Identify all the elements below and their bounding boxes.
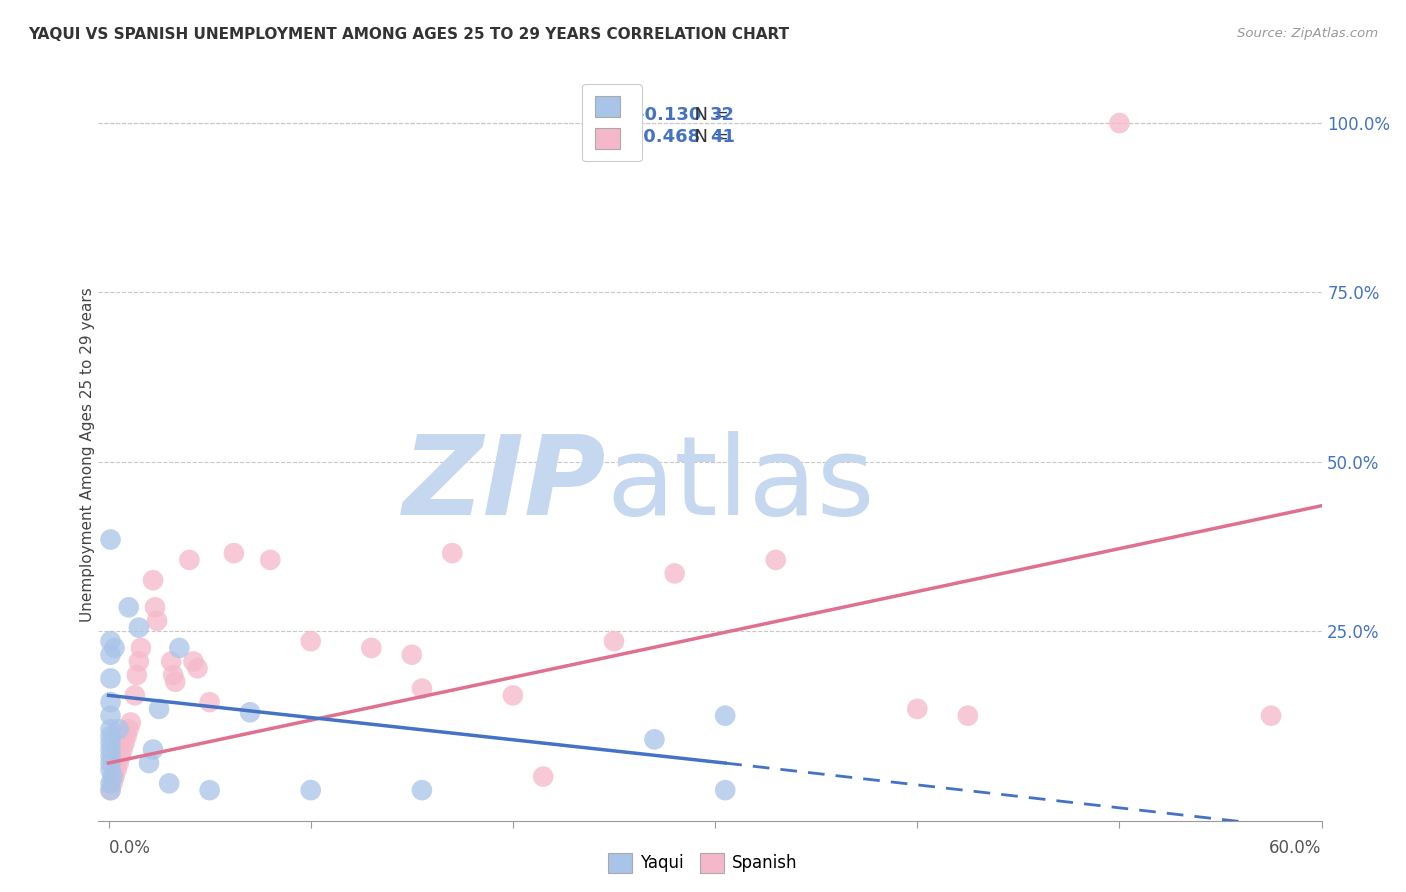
- Text: ZIP: ZIP: [402, 431, 606, 538]
- Point: [198, 695, 221, 709]
- Point: [401, 648, 423, 662]
- Text: 0.468: 0.468: [637, 128, 700, 145]
- Point: [1108, 116, 1130, 130]
- Point: [441, 546, 464, 560]
- Text: N =: N =: [683, 128, 734, 145]
- Point: [101, 776, 124, 790]
- Text: 32: 32: [710, 106, 735, 124]
- Text: R =: R =: [600, 128, 638, 145]
- Point: [643, 732, 665, 747]
- Point: [714, 708, 737, 723]
- Legend: Yaqui, Spanish: Yaqui, Spanish: [602, 847, 804, 880]
- Point: [100, 533, 122, 547]
- Point: [100, 672, 122, 686]
- Point: [100, 729, 122, 743]
- Point: [198, 783, 221, 797]
- Point: [905, 702, 928, 716]
- Point: [222, 546, 245, 560]
- Point: [142, 573, 165, 587]
- Point: [100, 756, 122, 770]
- Point: [110, 749, 132, 764]
- Text: atlas: atlas: [606, 431, 875, 538]
- Point: [142, 742, 165, 756]
- Point: [100, 783, 122, 797]
- Point: [100, 695, 122, 709]
- Point: [157, 776, 180, 790]
- Point: [531, 770, 554, 784]
- Point: [104, 770, 127, 784]
- Text: YAQUI VS SPANISH UNEMPLOYMENT AMONG AGES 25 TO 29 YEARS CORRELATION CHART: YAQUI VS SPANISH UNEMPLOYMENT AMONG AGES…: [28, 27, 789, 42]
- Point: [162, 668, 184, 682]
- Point: [160, 655, 183, 669]
- Point: [128, 655, 150, 669]
- Text: 60.0%: 60.0%: [1270, 838, 1322, 857]
- Point: [120, 715, 142, 730]
- Point: [100, 763, 122, 777]
- Text: R =: R =: [600, 106, 638, 124]
- Point: [186, 661, 208, 675]
- Point: [143, 600, 166, 615]
- Point: [100, 783, 122, 797]
- Point: [714, 783, 737, 797]
- Point: [128, 621, 150, 635]
- Point: [603, 634, 626, 648]
- Point: [179, 553, 201, 567]
- Point: [100, 634, 122, 648]
- Point: [299, 783, 322, 797]
- Point: [104, 640, 127, 655]
- Point: [259, 553, 281, 567]
- Point: [100, 723, 122, 737]
- Point: [299, 634, 322, 648]
- Text: N =: N =: [683, 106, 734, 124]
- Point: [183, 655, 205, 669]
- Point: [1260, 708, 1282, 723]
- Point: [100, 648, 122, 662]
- Point: [100, 736, 122, 750]
- Point: [765, 553, 787, 567]
- Point: [146, 614, 169, 628]
- Point: [169, 640, 191, 655]
- Text: Source: ZipAtlas.com: Source: ZipAtlas.com: [1237, 27, 1378, 40]
- Point: [100, 742, 122, 756]
- Point: [100, 749, 122, 764]
- Point: [129, 640, 152, 655]
- Point: [664, 566, 686, 581]
- Point: [114, 736, 136, 750]
- Point: [100, 776, 122, 790]
- Point: [105, 763, 128, 777]
- Point: [502, 689, 524, 703]
- Legend: , : ,: [582, 84, 643, 161]
- Point: [148, 702, 170, 716]
- Point: [138, 756, 160, 770]
- Point: [107, 723, 129, 737]
- Point: [411, 681, 433, 696]
- Point: [360, 640, 382, 655]
- Point: [125, 668, 148, 682]
- Text: -0.130: -0.130: [637, 106, 702, 124]
- Point: [101, 770, 124, 784]
- Point: [165, 674, 187, 689]
- Point: [411, 783, 433, 797]
- Y-axis label: Unemployment Among Ages 25 to 29 years: Unemployment Among Ages 25 to 29 years: [80, 287, 94, 623]
- Text: 0.0%: 0.0%: [108, 838, 150, 857]
- Point: [111, 742, 134, 756]
- Point: [956, 708, 979, 723]
- Point: [100, 708, 122, 723]
- Point: [107, 756, 129, 770]
- Point: [124, 689, 146, 703]
- Point: [115, 729, 138, 743]
- Point: [118, 600, 141, 615]
- Point: [239, 706, 262, 720]
- Text: 41: 41: [710, 128, 735, 145]
- Point: [118, 723, 141, 737]
